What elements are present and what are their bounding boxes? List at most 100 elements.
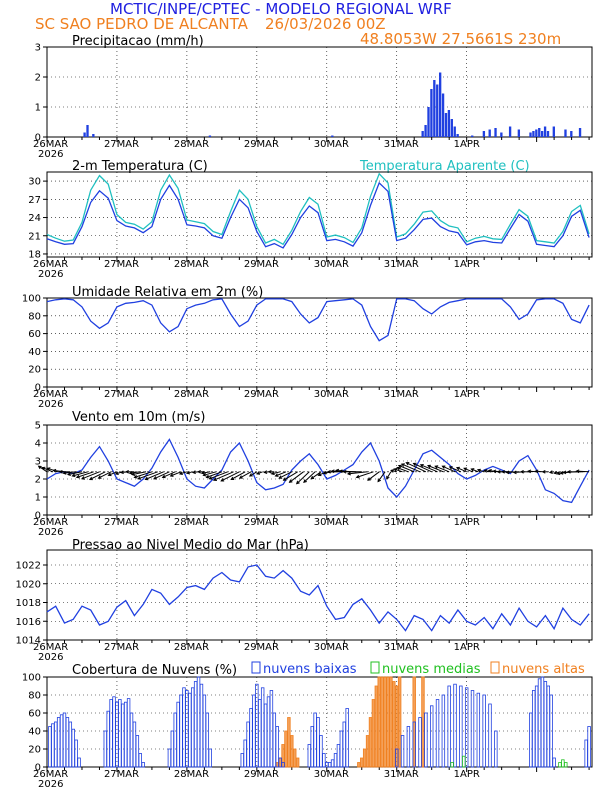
wind-barb-head xyxy=(512,470,517,475)
wind-barb-head xyxy=(346,471,351,476)
precip-bar xyxy=(436,84,439,137)
low-cloud-bar xyxy=(266,696,271,768)
precip-bar xyxy=(529,132,532,137)
wind-barb xyxy=(213,471,234,481)
press-ytick-label: 1022 xyxy=(16,561,41,572)
temp-ytick-label: 30 xyxy=(28,177,41,188)
press-date-label: 26MAR xyxy=(33,642,68,653)
rh-ytick-label: 100 xyxy=(22,294,41,305)
clouds-date-label: 31MAR xyxy=(384,769,419,780)
wind-barb xyxy=(98,471,112,479)
wind-barb-head xyxy=(153,476,158,480)
wind-barb xyxy=(203,471,217,476)
precip-date-label: 29MAR xyxy=(244,139,279,150)
wind-speed-line xyxy=(46,438,590,504)
wind-barb-head xyxy=(186,470,191,475)
legend-high-swatch xyxy=(490,661,500,674)
mid-cloud-bar xyxy=(561,759,565,768)
clouds-date-label: 28MAR xyxy=(174,769,209,780)
wind-barb-head xyxy=(393,468,398,472)
low-cloud-bar xyxy=(275,726,279,768)
precip-bar xyxy=(430,89,433,137)
wind-barb xyxy=(89,471,106,480)
low-cloud-bar xyxy=(494,730,498,768)
wind-barb xyxy=(108,471,118,476)
temp-year-label: 2026 xyxy=(38,269,63,280)
wind-barb-head xyxy=(46,467,51,471)
low-cloud-bar xyxy=(205,712,210,768)
low-cloud-bar xyxy=(552,757,556,768)
wind-barb xyxy=(310,471,322,480)
humidity-line xyxy=(46,298,590,342)
wind-barb-head xyxy=(270,471,275,476)
low-cloud-bar xyxy=(339,730,344,768)
rh-ytick-label: 0 xyxy=(35,383,41,394)
wind-barb-head xyxy=(41,466,46,471)
wind-barb-head xyxy=(202,472,207,477)
wind-barb xyxy=(283,471,298,481)
wind-barb-head xyxy=(288,479,293,483)
low-cloud-bar xyxy=(65,717,70,768)
precip-bar xyxy=(456,134,459,137)
wind-barb-head xyxy=(455,466,460,471)
precip-bar xyxy=(441,93,445,137)
wind-barb-head xyxy=(238,475,243,479)
temp-date-label: 31MAR xyxy=(384,259,419,270)
wind-barb xyxy=(179,471,188,475)
wind-barb-head xyxy=(52,468,57,473)
wind-barb-head xyxy=(282,477,287,481)
mid-cloud-bar xyxy=(450,762,454,768)
wind-ytick-label: 0 xyxy=(35,511,41,522)
low-cloud-bar xyxy=(546,685,550,768)
temp-ytick-label: 27 xyxy=(28,195,41,206)
low-cloud-bar xyxy=(543,681,548,768)
wind-barb-head xyxy=(58,469,63,474)
temp-ytick-label: 18 xyxy=(28,249,41,260)
low-cloud-bar xyxy=(333,753,338,768)
low-cloud-bar xyxy=(135,735,140,768)
wind-barb-head xyxy=(566,469,571,474)
low-cloud-bar xyxy=(240,753,244,768)
temp-date-label: 1APR xyxy=(454,259,480,270)
wind-barb-head xyxy=(476,468,481,473)
low-cloud-bar xyxy=(202,694,207,768)
wind-barb-head xyxy=(367,477,372,481)
precip-frame xyxy=(46,46,593,138)
clouds-ytick-label: 40 xyxy=(28,727,41,738)
high-cloud-bar xyxy=(287,717,291,768)
wind-barb xyxy=(367,471,380,481)
wind-barb-head xyxy=(295,480,300,485)
high-cloud-bar xyxy=(368,717,373,768)
temp-date-label: 28MAR xyxy=(174,259,209,270)
low-cloud-bar xyxy=(319,735,323,768)
wind-barb-head xyxy=(487,469,492,473)
low-cloud-bar xyxy=(459,685,463,768)
wind-barb xyxy=(131,471,147,476)
clouds-year-label: 2026 xyxy=(38,779,63,790)
wind-barb-head xyxy=(463,467,468,471)
precip-bar xyxy=(447,110,451,137)
wind-barb-head xyxy=(377,478,382,483)
rh-date-label: 30MAR xyxy=(314,389,349,400)
wind-barb-head xyxy=(37,465,42,470)
wind-barb xyxy=(134,471,153,478)
wind-barb-head xyxy=(317,472,322,477)
precip-bar xyxy=(517,129,521,137)
low-cloud-bar xyxy=(141,762,145,768)
wind-barb xyxy=(535,470,543,473)
wind-ytick-label: 2 xyxy=(35,475,41,486)
temp-date-label: 29MAR xyxy=(244,259,279,270)
low-cloud-bar xyxy=(71,728,75,768)
wind-barb xyxy=(145,471,164,480)
low-cloud-bar xyxy=(584,739,588,768)
precip-bar xyxy=(471,135,474,137)
wind-barb-head xyxy=(338,469,343,474)
wind-barb xyxy=(386,471,392,480)
low-cloud-bar xyxy=(121,703,125,768)
wind-barb xyxy=(420,464,438,473)
press-title: Pressao ao Nivel Medio do Mar (hPa) xyxy=(72,538,309,553)
low-cloud-bar xyxy=(167,748,172,768)
low-cloud-bar xyxy=(476,692,481,768)
wind-barb-head xyxy=(534,469,539,474)
precip-bar xyxy=(538,128,541,137)
